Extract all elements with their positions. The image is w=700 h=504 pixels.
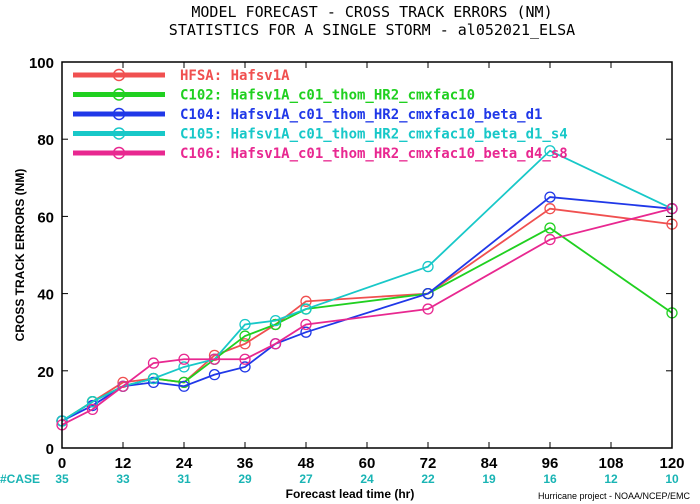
series-point-2 [147, 376, 160, 389]
legend-label-4: C106: Hafsv1A_c01_thom_HR2_cmxfac10_beta… [180, 146, 568, 162]
x-tick-label: 36 [237, 455, 254, 472]
series-point-3 [239, 318, 251, 331]
x-tick-label: 0 [58, 455, 66, 472]
series-point-2 [544, 191, 556, 203]
series-point-4 [269, 338, 282, 350]
series-point-2 [422, 287, 434, 300]
series-line-1 [61, 226, 673, 422]
series-line-3 [61, 149, 673, 422]
series-line-0 [61, 207, 673, 422]
legend-marker-3 [112, 127, 126, 140]
series-point-3 [147, 372, 160, 385]
series-layer [56, 145, 678, 431]
x-tick-label: 24 [176, 455, 193, 472]
series-point-4 [422, 303, 434, 315]
legend-label-0: HFSA: Hafsv1A [180, 68, 290, 84]
case-count: 27 [299, 472, 313, 486]
series-point-1 [269, 318, 282, 331]
case-label: #CASE [0, 472, 40, 486]
case-count: 16 [543, 472, 557, 486]
y-tick-label: 60 [37, 209, 54, 226]
series-point-2 [208, 369, 221, 381]
series-point-1 [178, 376, 190, 389]
series-point-4 [239, 353, 251, 365]
y-tick-label: 100 [29, 55, 54, 72]
series-point-4 [86, 403, 99, 416]
series-point-3 [178, 361, 190, 373]
series-point-2 [239, 361, 251, 373]
x-axis-label: Forecast lead time (hr) [286, 487, 415, 501]
series-point-3 [86, 396, 99, 408]
legend-marker-0 [112, 68, 126, 82]
legend-label-2: C104: Hafsv1A_c01_thom_HR2_cmxfac10_beta… [180, 107, 542, 123]
series-point-0 [239, 338, 251, 350]
series-point-0 [544, 203, 556, 215]
series-line-4 [61, 207, 673, 426]
series-point-4 [544, 233, 556, 246]
case-count: 19 [482, 472, 496, 486]
series-point-0 [300, 295, 312, 307]
credit-text: Hurricane project - NOAA/NCEP/EMC [538, 491, 691, 501]
series-point-3 [544, 145, 556, 157]
case-count: 22 [421, 472, 435, 486]
legend-label-1: C102: Hafsv1A_c01_thom_HR2_cmxfac10 [180, 88, 475, 104]
series-point-4 [117, 380, 129, 392]
series-point-4 [300, 318, 312, 331]
x-tick-label: 60 [359, 455, 376, 472]
case-count: 33 [116, 472, 130, 486]
legend-marker-4 [112, 146, 126, 160]
y-tick-label: 80 [37, 132, 54, 149]
legend-label-3: C105: Hafsv1A_c01_thom_HR2_cmxfac10_beta… [180, 127, 568, 143]
legend-marker-1 [112, 88, 126, 101]
series-point-4 [208, 353, 221, 365]
series-point-1 [239, 330, 251, 342]
axis-ticks: 0 12 24 36 48 60 72 84 96 108 120 0 20 40 60 80 100 [29, 55, 685, 472]
case-count: 12 [604, 472, 618, 486]
case-count: 10 [665, 472, 679, 486]
y-tick-label: 0 [46, 441, 54, 458]
chart-title: MODEL FORECAST - CROSS TRACK ERRORS (NM) [191, 3, 552, 21]
x-tick-label: 108 [598, 455, 623, 472]
x-tick-label: 72 [420, 455, 437, 472]
series-point-2 [300, 326, 312, 338]
series-point-3 [269, 314, 282, 327]
series-point-4 [178, 353, 190, 365]
y-axis-label: CROSS TRACK ERRORS (NM) [13, 169, 27, 342]
y-tick-label: 20 [37, 364, 54, 381]
series-point-2 [178, 380, 190, 392]
x-tick-label: 120 [659, 455, 684, 472]
series-point-3 [422, 260, 434, 273]
series-point-1 [544, 222, 556, 234]
case-count: 31 [177, 472, 191, 486]
x-tick-label: 84 [481, 455, 498, 472]
series-point-4 [147, 357, 160, 369]
y-tick-label: 40 [37, 287, 54, 304]
case-count: 35 [55, 472, 69, 486]
series-point-3 [300, 303, 312, 315]
case-counts: 35 33 31 29 27 24 22 19 16 12 10 [55, 472, 679, 486]
x-tick-label: 12 [115, 455, 132, 472]
legend-marker-2 [112, 107, 126, 121]
chart-subtitle: STATISTICS FOR A SINGLE STORM - al052021… [169, 21, 575, 39]
case-count: 24 [360, 472, 374, 486]
x-tick-label: 48 [298, 455, 315, 472]
legend: HFSA: Hafsv1A C102: Hafsv1A_c01_thom_HR2_… [73, 68, 568, 162]
case-count: 29 [238, 472, 252, 486]
x-tick-label: 96 [542, 455, 559, 472]
